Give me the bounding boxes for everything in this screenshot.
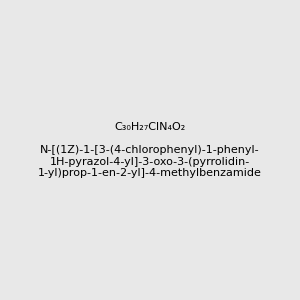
Text: C₃₀H₂₇ClN₄O₂

N-[(1Z)-1-[3-(4-chlorophenyl)-1-phenyl-
1H-pyrazol-4-yl]-3-oxo-3-(: C₃₀H₂₇ClN₄O₂ N-[(1Z)-1-[3-(4-chloropheny… [38, 122, 262, 178]
